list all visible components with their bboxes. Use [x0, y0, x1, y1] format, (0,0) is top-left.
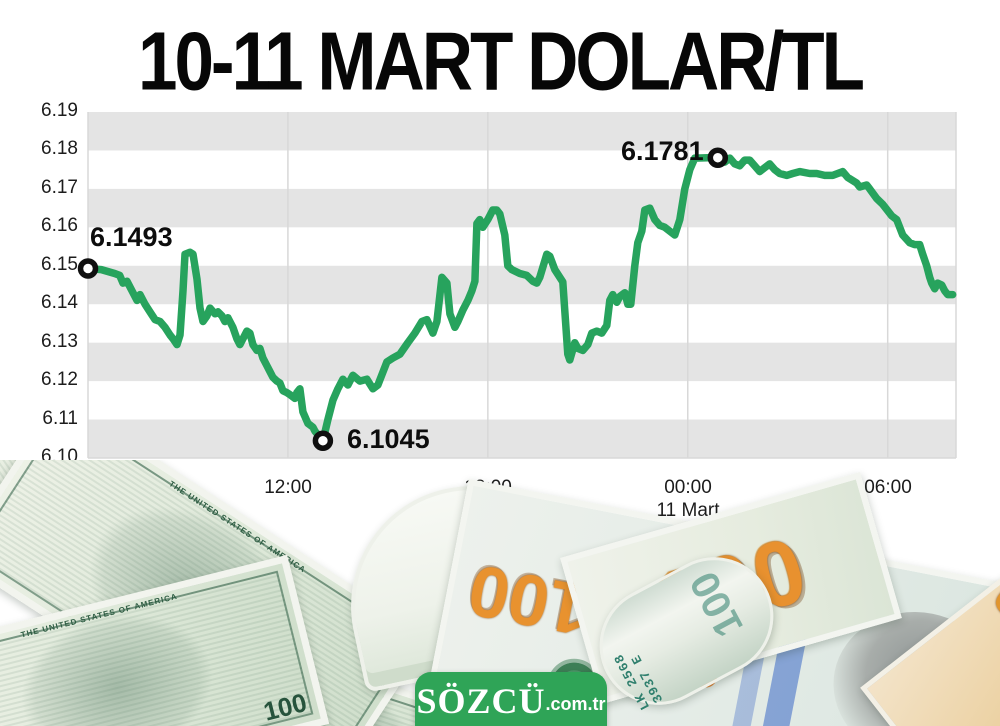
y-axis-tick: 6.17	[41, 177, 78, 198]
annotation-open-rate: 6.1493	[90, 222, 173, 252]
sozcu-logo: SÖZCÜ .com.tr	[415, 672, 607, 726]
y-axis-tick: 6.19	[41, 100, 78, 121]
sozcu-logo-suffix: .com.tr	[545, 694, 606, 714]
x-axis-tick: 00:00	[664, 477, 712, 498]
annotation-low-rate: 6.1045	[347, 424, 430, 454]
y-axis-tick: 6.16	[41, 215, 78, 236]
y-axis-tick: 6.11	[42, 408, 78, 429]
y-axis-tick: 6.15	[41, 254, 78, 275]
y-axis-tick: 6.12	[41, 369, 78, 390]
page-title: 10-11 MART DOLAR/TL	[137, 15, 865, 108]
x-axis-tick: 06:00	[864, 477, 912, 498]
x-axis-tick: 12:00	[264, 477, 312, 498]
rate-line-chart	[77, 112, 957, 459]
bill-denomination: 100	[681, 564, 753, 644]
y-axis-tick: 6.14	[41, 292, 78, 313]
y-axis-tick: 6.18	[41, 138, 78, 159]
y-axis-tick: 6.13	[41, 331, 78, 352]
annotation-high-rate: 6.1781	[621, 136, 704, 166]
sozcu-logo-brand: SÖZCÜ	[416, 681, 546, 721]
